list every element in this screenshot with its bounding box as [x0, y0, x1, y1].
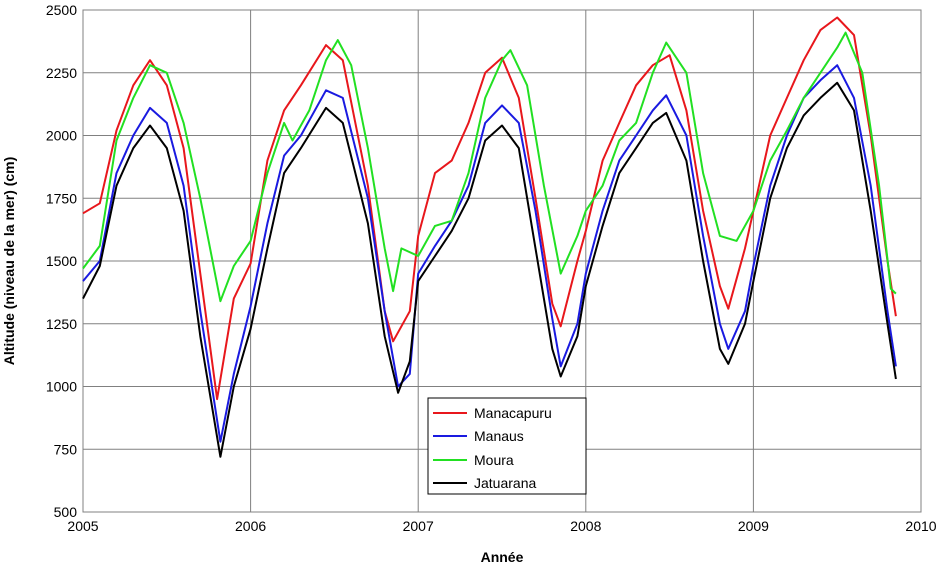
x-tick-label: 2008 — [570, 518, 601, 534]
series-line-manaus — [82, 64, 897, 443]
legend-label-manaus: Manaus — [474, 428, 524, 444]
x-tick-label: 2010 — [905, 518, 936, 534]
y-tick-label: 1250 — [46, 316, 77, 332]
y-tick-label: 1500 — [46, 253, 77, 269]
x-tick-label: 2007 — [403, 518, 434, 534]
series-line-jatuarana — [82, 81, 897, 458]
y-axis-ticks: 500 750 1000 1250 1500 1750 2000 2250 2500 — [46, 2, 77, 520]
y-tick-label: 1000 — [46, 379, 77, 395]
y-tick-label: 1750 — [46, 190, 77, 206]
x-axis-title: Année — [481, 549, 524, 565]
legend-label-manacapuru: Manacapuru — [474, 405, 552, 421]
x-tick-label: 2009 — [738, 518, 769, 534]
y-tick-label: 500 — [54, 504, 78, 520]
series-line-manacapuru — [82, 16, 897, 401]
x-axis-ticks: 2005 2006 2007 2008 2009 2010 — [67, 518, 936, 534]
y-axis-title: Altitude (niveau de la mer) (cm) — [1, 157, 17, 365]
legend-label-moura: Moura — [474, 452, 514, 468]
legend: Manacapuru Manaus Moura Jatuarana — [427, 397, 587, 495]
y-tick-label: 2500 — [46, 2, 77, 18]
y-tick-label: 2000 — [46, 128, 77, 144]
series-lines — [82, 16, 897, 458]
y-tick-label: 750 — [54, 441, 78, 457]
x-tick-label: 2005 — [67, 518, 98, 534]
legend-label-jatuarana: Jatuarana — [474, 475, 536, 491]
x-tick-label: 2006 — [235, 518, 266, 534]
y-tick-label: 2250 — [46, 65, 77, 81]
series-line-moura — [82, 31, 897, 303]
